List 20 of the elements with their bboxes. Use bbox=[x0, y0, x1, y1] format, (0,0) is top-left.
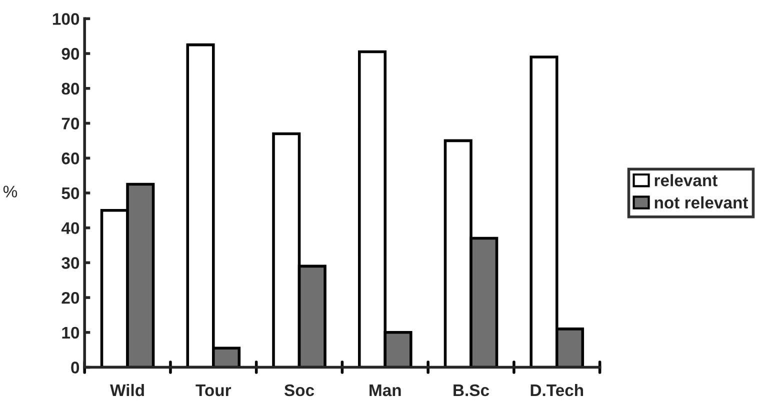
y-tick-label: 10 bbox=[62, 326, 80, 339]
y-tick-label: 70 bbox=[62, 118, 80, 130]
y-tick-label: 100 bbox=[52, 13, 80, 25]
y-tick-label: 30 bbox=[62, 257, 80, 269]
y-tick-label: 60 bbox=[62, 152, 80, 164]
y-tick-label: 20 bbox=[62, 292, 80, 304]
y-tick-label: 80 bbox=[62, 82, 80, 95]
x-tick-label: D.Tech bbox=[530, 384, 584, 396]
y-axis-title: % bbox=[3, 186, 18, 198]
x-tick-label: B.Sc bbox=[454, 384, 490, 396]
y-tick-label: 40 bbox=[61, 222, 80, 234]
y-tick-label: 50 bbox=[62, 187, 80, 200]
x-tick-label: Soc bbox=[284, 384, 314, 396]
legend-label: relevant bbox=[654, 174, 718, 186]
x-tick-label: Man bbox=[370, 384, 401, 396]
y-tick-label: 90 bbox=[62, 48, 80, 60]
x-tick-label: Tour bbox=[196, 384, 232, 396]
x-tick-label: Wild bbox=[110, 384, 144, 396]
y-tick-label: 0 bbox=[71, 362, 80, 374]
legend-label: not relevant bbox=[654, 196, 748, 209]
